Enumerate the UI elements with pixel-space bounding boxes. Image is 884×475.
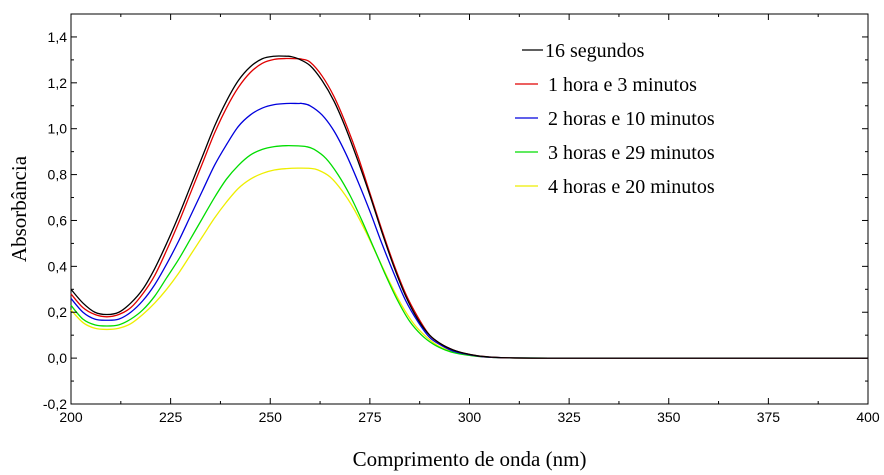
y-tick-label: 0,0 xyxy=(48,350,68,366)
x-tick-label: 350 xyxy=(657,409,681,425)
x-tick-label: 375 xyxy=(757,409,781,425)
series-lines xyxy=(70,55,868,359)
y-axis-title: Absorbância xyxy=(7,155,31,262)
y-tick-label: 1,2 xyxy=(48,75,68,91)
y-tick-label: 0,6 xyxy=(48,212,68,228)
y-axis-ticks: -0,2 0,0 0,2 0,4 0,6 0,8 1,0 1,2 1,4 xyxy=(43,13,868,412)
x-axis-ticks: 200 225 250 275 300 325 350 375 400 xyxy=(59,14,880,425)
y-tick-label: 1,4 xyxy=(48,29,68,45)
x-tick-label: 225 xyxy=(159,409,183,425)
plot-border xyxy=(70,13,869,405)
series-line-5 xyxy=(70,167,868,359)
x-tick-label: 300 xyxy=(458,409,482,425)
legend-label: 2 horas e 10 minutos xyxy=(548,108,715,130)
x-tick-label: 400 xyxy=(856,409,880,425)
y-tick-label: 0,4 xyxy=(48,258,68,274)
legend-label: 4 horas e 20 minutos xyxy=(548,176,715,198)
x-tick-label: 250 xyxy=(259,409,283,425)
y-tick-label: 1,0 xyxy=(48,121,68,137)
x-tick-label: 275 xyxy=(358,409,382,425)
y-tick-label: 0,8 xyxy=(48,167,68,183)
x-axis-title: Comprimento de onda (nm) xyxy=(353,447,587,471)
legend-label: 1 hora e 3 minutos xyxy=(548,74,697,96)
legend-label: 16 segundos xyxy=(545,40,645,62)
legend-label: 3 horas e 29 minutos xyxy=(548,142,715,164)
y-tick-label: -0,2 xyxy=(43,396,67,412)
series-line-2 xyxy=(70,57,868,359)
x-tick-label: 325 xyxy=(557,409,581,425)
series-line-3 xyxy=(70,102,868,359)
series-line-1 xyxy=(70,55,868,359)
y-tick-label: 0,2 xyxy=(48,304,68,320)
x-tick-label: 200 xyxy=(59,409,83,425)
plot-frame xyxy=(70,13,869,405)
legend: 16 segundos 1 hora e 3 minutos 2 horas e 1… xyxy=(515,40,715,198)
series-line-4 xyxy=(70,144,868,359)
